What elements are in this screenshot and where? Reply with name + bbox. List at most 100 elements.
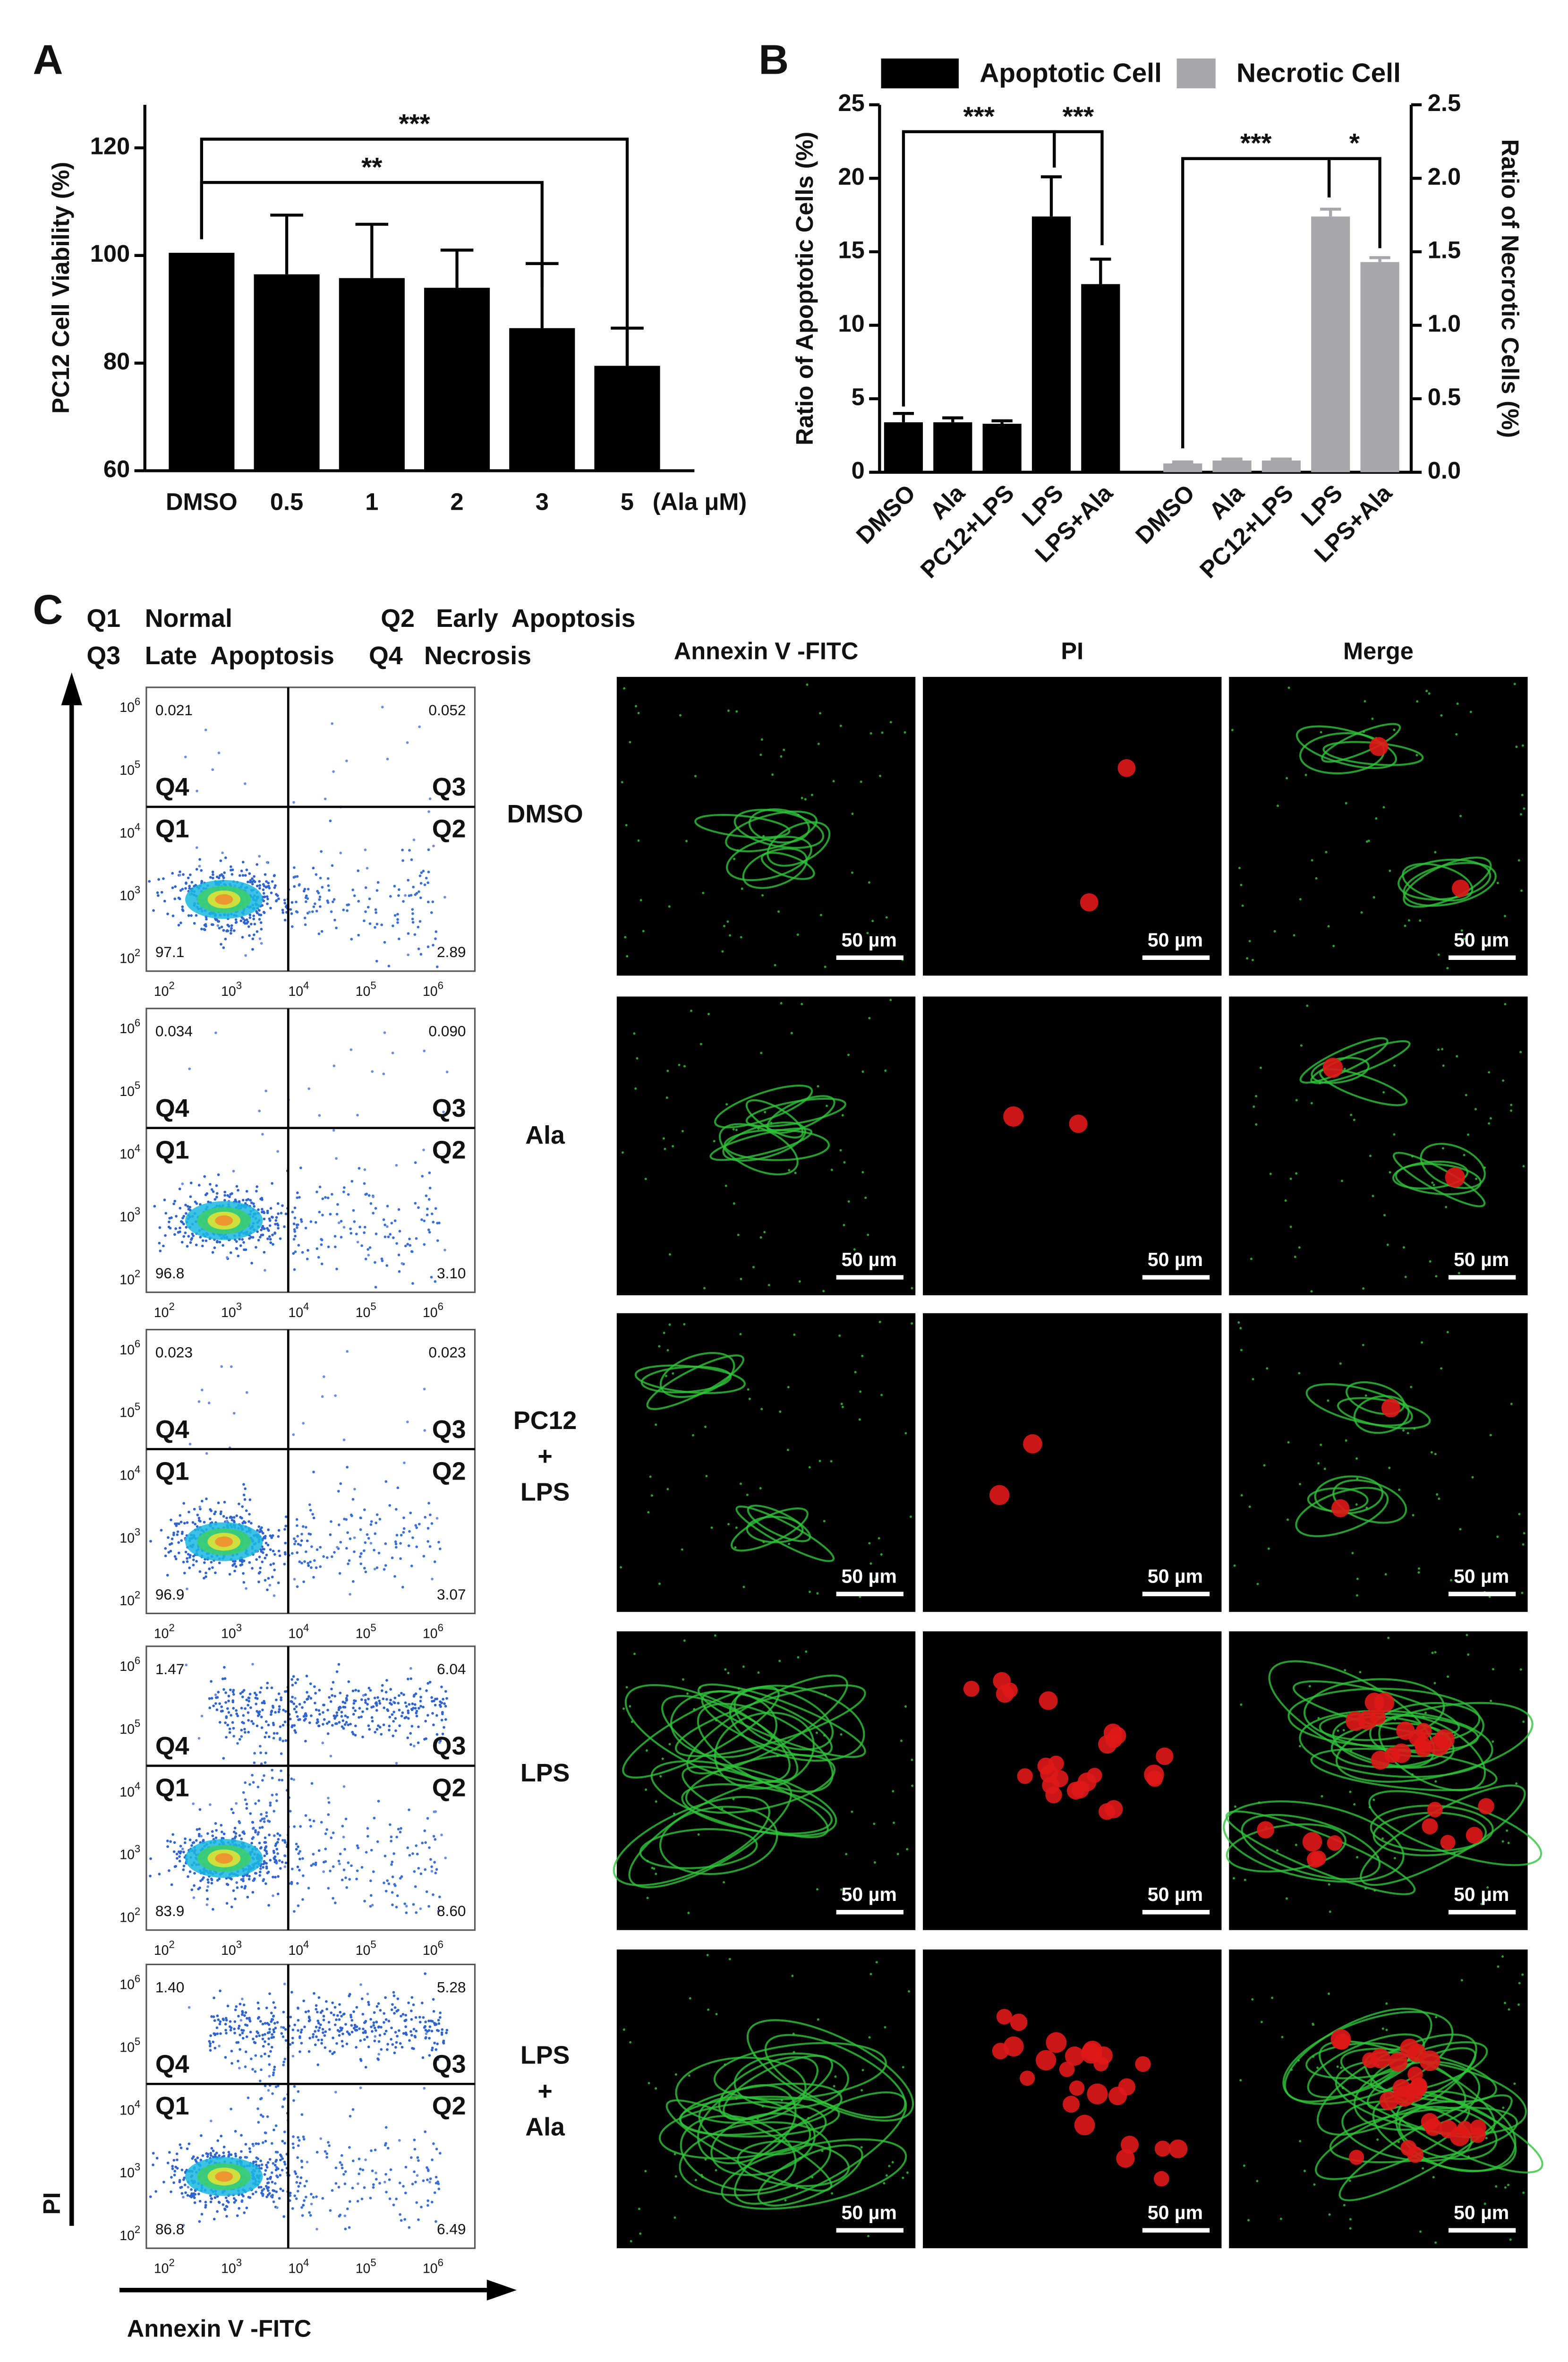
quadrant-legend-name: Late Apoptosis bbox=[145, 642, 334, 670]
event-dot bbox=[404, 2165, 408, 2169]
event-dot bbox=[231, 1701, 235, 1703]
event-dot bbox=[297, 1244, 300, 1247]
event-dot bbox=[206, 1885, 209, 1888]
event-dot bbox=[224, 2023, 227, 2026]
event-dot bbox=[197, 1516, 201, 1520]
event-dot bbox=[420, 2206, 423, 2208]
nucleus bbox=[1069, 2080, 1085, 2096]
event-dot bbox=[367, 1697, 370, 1701]
event-dot bbox=[440, 2031, 443, 2034]
speckle bbox=[1340, 2066, 1343, 2069]
event-dot bbox=[420, 1218, 423, 1221]
speckle bbox=[759, 1487, 762, 1489]
event-dot bbox=[218, 1721, 222, 1724]
speckle bbox=[739, 1333, 742, 1335]
speckle bbox=[1410, 1386, 1413, 1388]
event-dot bbox=[316, 2063, 320, 2066]
event-dot bbox=[317, 1996, 321, 1999]
event-dot bbox=[373, 2039, 376, 2043]
speckle bbox=[665, 1375, 667, 1378]
event-dot bbox=[188, 1870, 192, 1873]
event-dot bbox=[283, 2160, 286, 2164]
nucleus bbox=[1327, 1835, 1343, 1851]
event-dot bbox=[259, 2186, 263, 2189]
event-dot bbox=[388, 2178, 391, 2181]
event-dot bbox=[407, 1717, 410, 1720]
event-dot bbox=[277, 1529, 281, 1532]
event-dot bbox=[337, 1859, 341, 1863]
event-dot bbox=[305, 1550, 307, 1553]
event-dot bbox=[261, 2115, 264, 2118]
event-dot bbox=[284, 2039, 288, 2042]
event-dot bbox=[300, 2165, 304, 2169]
event-dot bbox=[402, 2185, 405, 2188]
event-dot bbox=[443, 896, 446, 899]
speckle bbox=[760, 738, 763, 741]
event-dot bbox=[210, 2147, 213, 2150]
nucleus bbox=[1074, 2114, 1095, 2136]
speckle bbox=[1503, 915, 1507, 917]
event-dot bbox=[196, 1525, 199, 1528]
event-dot bbox=[335, 1267, 338, 1271]
event-dot bbox=[253, 1761, 256, 1764]
tick-exponent: 4 bbox=[303, 2257, 309, 2268]
event-dot bbox=[279, 2158, 282, 2162]
event-dot bbox=[315, 2195, 318, 2198]
event-dot bbox=[346, 903, 349, 907]
flow-x-tick-label: 103 bbox=[221, 1301, 242, 1320]
event-dot bbox=[338, 1572, 341, 1575]
event-dot bbox=[265, 895, 269, 898]
event-dot bbox=[281, 2139, 284, 2143]
speckle bbox=[629, 2041, 632, 2044]
event-dot bbox=[235, 1712, 239, 1715]
event-dot bbox=[431, 1712, 434, 1715]
scale-bar-label: 50 µm bbox=[842, 1249, 897, 1270]
event-dot bbox=[300, 2113, 304, 2116]
event-dot bbox=[378, 1699, 381, 1703]
speckle bbox=[704, 1425, 707, 1428]
event-dot bbox=[315, 2151, 319, 2154]
event-dot bbox=[377, 2002, 380, 2005]
event-dot bbox=[282, 1709, 285, 1712]
event-dot bbox=[391, 1903, 394, 1907]
speckle bbox=[1438, 1498, 1440, 1500]
event-dot bbox=[436, 2180, 439, 2183]
event-dot bbox=[320, 2038, 324, 2041]
event-dot bbox=[406, 741, 409, 744]
event-dot bbox=[264, 2139, 267, 2143]
event-dot bbox=[366, 1703, 369, 1706]
event-dot bbox=[279, 1737, 282, 1740]
tick-base: 10 bbox=[288, 984, 303, 999]
event-dot bbox=[177, 896, 180, 899]
event-dot bbox=[402, 1693, 405, 1696]
event-dot bbox=[321, 2009, 324, 2012]
event-dot bbox=[444, 1718, 447, 1721]
speckle bbox=[1300, 1044, 1303, 1047]
quadrant-id: Q3 bbox=[432, 1094, 466, 1122]
event-dot bbox=[265, 1814, 268, 1818]
speckle bbox=[866, 932, 869, 934]
event-dot bbox=[280, 1698, 282, 1702]
event-dot bbox=[275, 1793, 278, 1796]
x-tick-label: PC12+LPS bbox=[915, 479, 1019, 583]
event-dot bbox=[435, 1868, 438, 1871]
event-dot bbox=[188, 1566, 191, 1569]
event-dot bbox=[201, 1878, 204, 1881]
event-dot bbox=[218, 1241, 222, 1244]
speckle bbox=[1510, 1109, 1513, 1112]
speckle bbox=[777, 910, 780, 913]
quadrant-percent: 86.8 bbox=[155, 2221, 185, 2238]
event-dot bbox=[327, 1245, 330, 1249]
event-dot bbox=[309, 1682, 312, 1686]
event-dot bbox=[248, 2147, 251, 2150]
cell-membrane bbox=[624, 1684, 791, 1784]
scale-bar-label: 50 µm bbox=[1148, 1565, 1203, 1587]
speckle bbox=[1463, 937, 1466, 940]
speckle bbox=[621, 781, 623, 784]
event-dot bbox=[269, 2050, 272, 2053]
event-dot bbox=[259, 1751, 262, 1754]
quadrant-legend-name: Necrosis bbox=[424, 642, 531, 670]
flow-plot-frame bbox=[145, 1008, 476, 1293]
event-dot bbox=[398, 1724, 401, 1727]
event-dot bbox=[372, 2021, 375, 2024]
